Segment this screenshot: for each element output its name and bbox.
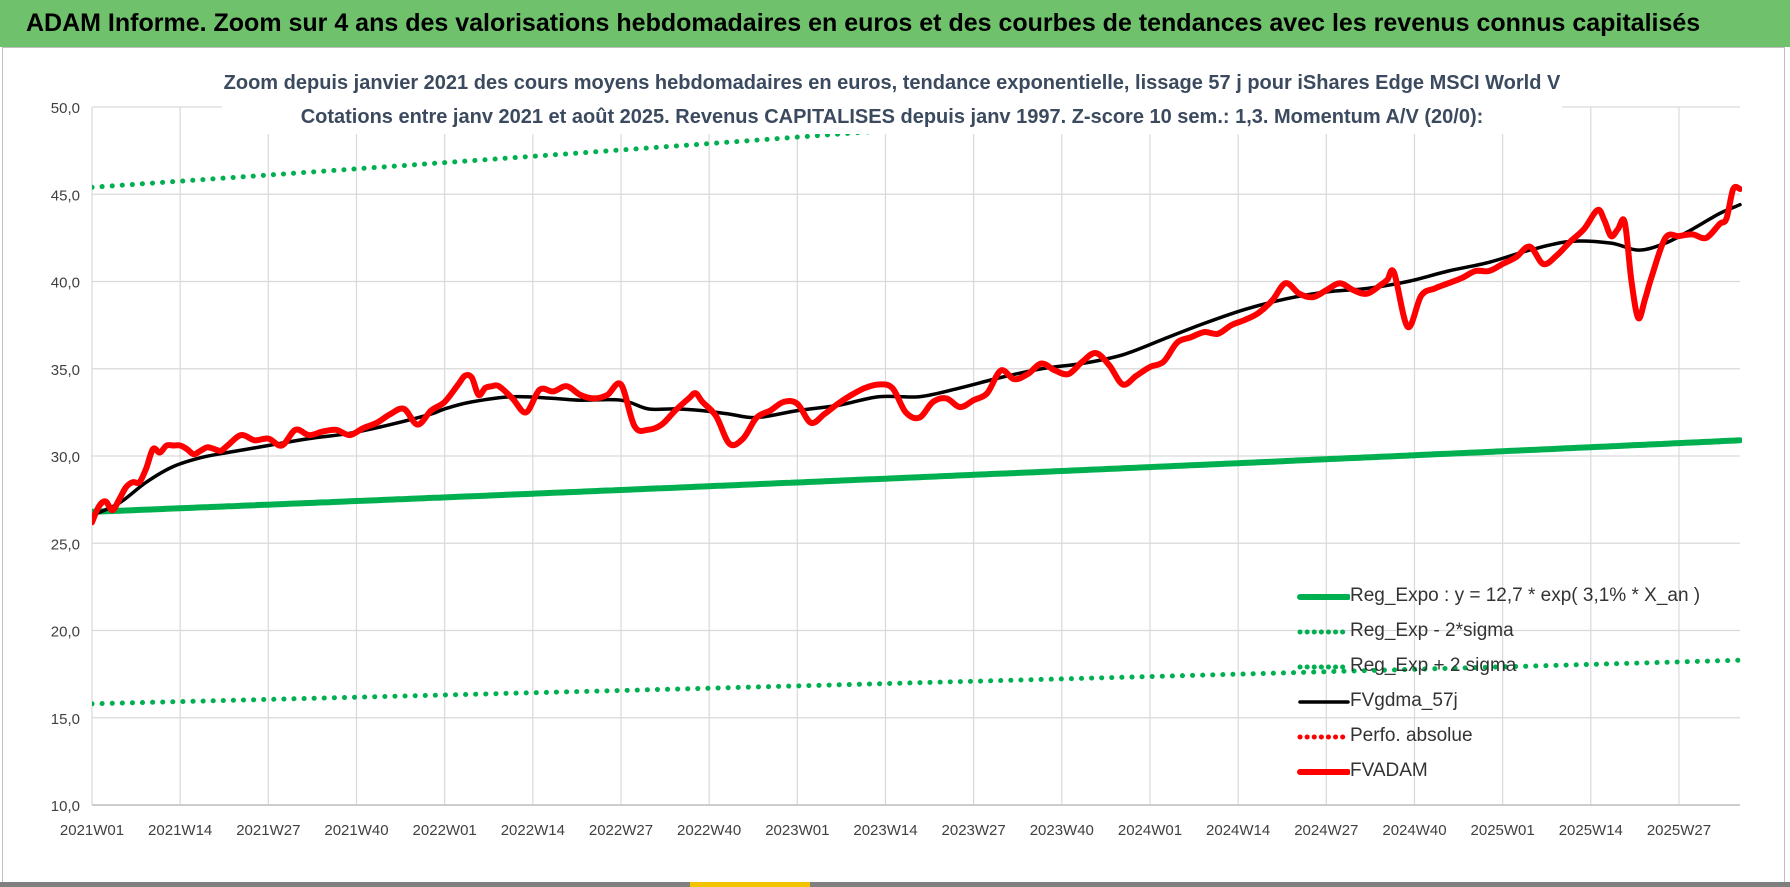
legend-swatch [1297,664,1350,669]
legend-swatch [1298,699,1350,704]
y-tick-label: 50,0 [51,100,80,117]
x-tick-label: 2022W01 [413,822,477,839]
legend-swatch [1297,768,1350,775]
legend-label: FVADAM [1350,759,1428,781]
y-tick-label: 10,0 [51,798,80,815]
x-tick-label: 2024W14 [1206,822,1270,839]
y-tick-label: 45,0 [51,187,80,204]
x-tick-label: 2024W27 [1294,822,1358,839]
series-line-reg-exp-2-sigma [92,657,1742,707]
legend-item: FVgdma_57j [1296,683,1700,718]
series-line-fvadam [92,183,1742,526]
series-line-reg-expo-y-12-7-exp-3-1-x-an [92,437,1742,515]
chart: 10,0 15,0 20,0 25,0 30,0 35,0 40,0 45,0 50,0 2021… [51,100,1742,839]
y-tick-label: 15,0 [51,711,80,728]
x-tick-label: 2022W27 [589,822,653,839]
legend-item: FVADAM [1296,753,1700,788]
legend-label: Reg_Expo : y = 12,7 * exp( 3,1% * X_an ) [1350,584,1701,606]
x-tick-label: 2021W40 [324,822,388,839]
bottom-accent [690,882,810,887]
chart-subtitle: Zoom depuis janvier 2021 des cours moyen… [222,66,1562,134]
legend-swatch [1297,734,1350,739]
legend-label: FVgdma_57j [1350,689,1458,711]
y-tick-label: 35,0 [51,362,80,379]
x-tick-label: 2021W01 [60,822,124,839]
x-tick-label: 2023W40 [1030,822,1094,839]
banner-title: ADAM Informe. Zoom sur 4 ans des valoris… [26,9,1701,37]
chart-title-line-1: Zoom depuis janvier 2021 des cours moyen… [223,72,1561,94]
legend-swatch [1297,593,1350,600]
axis-layer: 10,0 15,0 20,0 25,0 30,0 35,0 40,0 45,0 50,0 2021… [51,100,1740,839]
x-tick-label: 2025W14 [1559,822,1623,839]
x-tick-label: 2024W40 [1382,822,1446,839]
legend-item: Reg_Expo : y = 12,7 * exp( 3,1% * X_an ) [1296,578,1700,613]
legend-label: Reg_Exp + 2 sigma [1350,654,1517,676]
chart-title-line-2: Cotations entre janv 2021 et août 2025. … [300,106,1484,128]
x-tick-label: 2022W40 [677,822,741,839]
x-tick-label: 2025W01 [1471,822,1535,839]
y-tick-label: 25,0 [51,536,80,553]
legend-label: Reg_Exp - 2*sigma [1350,619,1514,641]
y-tick-label: 30,0 [51,449,80,466]
y-tick-label: 20,0 [51,624,80,641]
x-tick-label: 2021W27 [236,822,300,839]
x-tick-label: 2023W27 [942,822,1006,839]
legend-swatch [1297,629,1350,634]
legend-item: Reg_Exp - 2*sigma [1296,613,1700,648]
legend-label: Perfo. absolue [1350,724,1473,746]
legend-item: Reg_Exp + 2 sigma [1296,648,1700,683]
series-line-fvgdma-57j [92,202,1742,518]
x-tick-label: 2024W01 [1118,822,1182,839]
chart-legend: Reg_Expo : y = 12,7 * exp( 3,1% * X_an )… [1296,578,1700,788]
x-tick-label: 2023W01 [765,822,829,839]
banner: ADAM Informe. Zoom sur 4 ans des valoris… [0,0,1790,47]
bottom-strip [0,882,1790,887]
x-tick-label: 2021W14 [148,822,212,839]
legend-item: Perfo. absolue [1296,718,1700,753]
x-tick-label: 2023W14 [853,822,917,839]
y-tick-label: 40,0 [51,275,80,292]
x-tick-label: 2025W27 [1647,822,1711,839]
x-tick-label: 2022W14 [501,822,565,839]
